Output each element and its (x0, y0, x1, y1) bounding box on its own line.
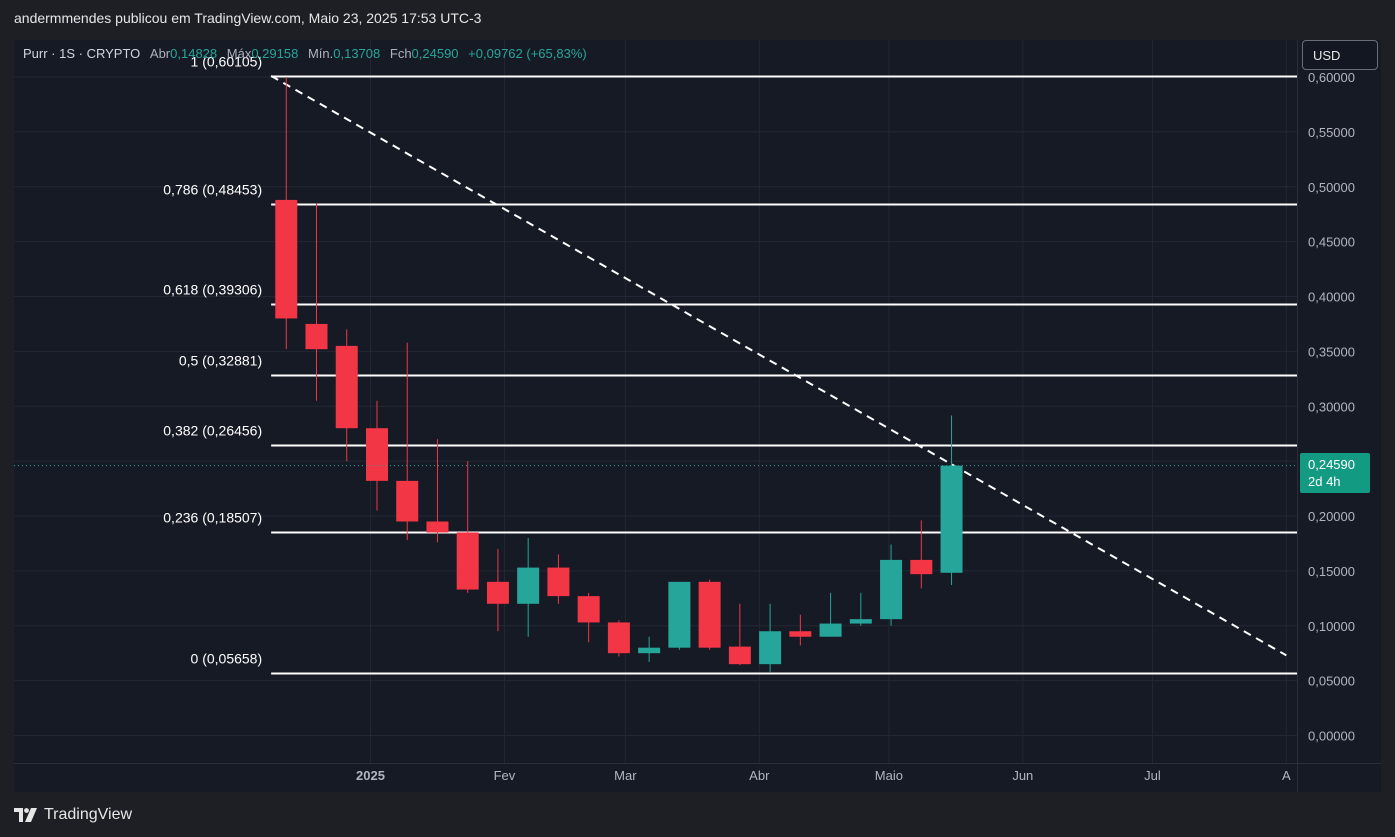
open-value: 0,14828 (170, 46, 218, 61)
price-tick-label: 0,30000 (1308, 399, 1355, 414)
price-tick-label: 0,35000 (1308, 344, 1355, 359)
candle-body (880, 559, 903, 620)
symbol-name: Purr · 1S · CRYPTO (23, 46, 141, 61)
trendline[interactable] (270, 75, 1287, 657)
candle-body (426, 521, 449, 533)
candle-body (456, 532, 479, 590)
current-price-badge: 0,24590 2d 4h (1300, 453, 1370, 493)
candle-body (305, 323, 328, 350)
price-tick-label: 0,20000 (1308, 509, 1355, 524)
price-tick-label: 0,00000 (1308, 729, 1355, 744)
candle-body (396, 480, 419, 522)
close-label: Fch (389, 46, 412, 61)
time-tick-label: Maio (875, 768, 903, 783)
candle-body (668, 581, 691, 648)
tradingview-brand: TradingView (44, 806, 133, 823)
price-chart[interactable]: 1 (0,60105) 0,786 (0,48453) 0,618 (0,39306… (14, 40, 1381, 792)
candle-body (759, 631, 782, 665)
time-tick-label: A (1282, 768, 1291, 783)
candles (275, 77, 963, 672)
time-tick-label: Jul (1144, 768, 1161, 783)
candle-body (486, 581, 509, 604)
tradingview-logo[interactable]: TradingView (14, 806, 132, 824)
candle-body (789, 631, 812, 637)
price-tick-label: 0,10000 (1308, 619, 1355, 634)
time-tick-label: Mar (614, 768, 637, 783)
price-tick-label: 0,05000 (1308, 674, 1355, 689)
time-axis[interactable]: 2025 Fev Mar Abr Maio Jun Jul A (14, 763, 1381, 784)
candle-body (638, 647, 661, 654)
candle-body (577, 596, 600, 623)
price-tick-label: 0,60000 (1308, 70, 1355, 85)
candle-body (819, 623, 842, 637)
top-bar: andermmendes publicou em TradingView.com… (0, 0, 1395, 40)
low-label: Mín. (307, 46, 334, 61)
currency-button[interactable]: USD (1302, 40, 1378, 70)
open-label: Abr (149, 46, 171, 61)
fib-level-label: 0,618 (0,39306) (163, 282, 262, 298)
close-value: 0,24590 (411, 46, 459, 61)
change-value: +0,09762 (+65,83%) (468, 46, 587, 61)
candle-body (607, 622, 630, 654)
candle-body (275, 199, 298, 319)
candle-body (698, 581, 721, 648)
fib-level-label: 0 (0,05658) (191, 651, 263, 667)
tradingview-logo-icon (14, 808, 37, 822)
price-tick-label: 0,55000 (1308, 125, 1355, 140)
candle-body (365, 428, 388, 481)
candle-body (517, 567, 540, 604)
time-tick-label: 2025 (356, 768, 385, 783)
time-tick-label: Fev (494, 768, 516, 783)
candle-body (849, 619, 872, 624)
fib-level-label: 0,236 (0,18507) (163, 510, 262, 526)
time-tick-label: Abr (749, 768, 770, 783)
fib-level-label: 0,5 (0,32881) (179, 353, 262, 369)
fib-retracement[interactable]: 1 (0,60105) 0,786 (0,48453) 0,618 (0,39306… (163, 54, 1297, 675)
candle-body (728, 646, 751, 665)
price-tick-label: 0,40000 (1308, 290, 1355, 305)
price-tick-label: 0,15000 (1308, 564, 1355, 579)
symbol-legend: Purr · 1S · CRYPTO Abr0,14828 Máx0,29158… (23, 46, 587, 61)
candle-body (335, 345, 358, 429)
candle-body (940, 465, 963, 573)
high-value: 0,29158 (251, 46, 299, 61)
chart-area[interactable]: 1 (0,60105) 0,786 (0,48453) 0,618 (0,39306… (14, 40, 1381, 792)
current-price-label: 0,24590 (1308, 457, 1355, 472)
fib-level-label: 1 (0,60105) (191, 54, 263, 70)
publisher-text: andermmendes publicou em TradingView.com… (14, 10, 482, 26)
candle-countdown: 2d 4h (1308, 474, 1341, 489)
high-label: Máx (226, 46, 252, 61)
price-axis[interactable]: 0,000000,050000,100000,150000,200000,250… (1297, 40, 1356, 792)
candle-body (547, 567, 570, 597)
price-tick-label: 0,45000 (1308, 235, 1355, 250)
fib-level-label: 0,786 (0,48453) (163, 182, 262, 198)
low-value: 0,13708 (333, 46, 381, 61)
candle-body (910, 559, 933, 575)
fib-level-label: 0,382 (0,26456) (163, 423, 262, 439)
trendline-dashed[interactable] (270, 75, 1287, 657)
time-tick-label: Jun (1012, 768, 1033, 783)
price-tick-label: 0,50000 (1308, 180, 1355, 195)
